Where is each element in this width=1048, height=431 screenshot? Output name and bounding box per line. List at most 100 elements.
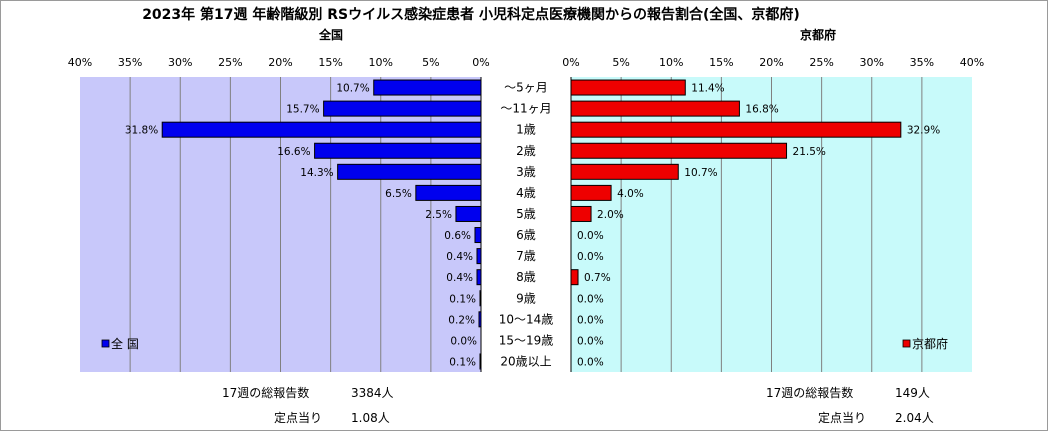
chart-title: 2023年 第17週 年齢階級別 RSウイルス感染症患者 小児科定点医療機関から… [142, 6, 800, 23]
legend-right: 京都府 [902, 336, 948, 351]
right-x-tick-label: 25% [809, 56, 833, 69]
left-value-label: 10.7% [336, 83, 369, 95]
age-category-label: 4歳 [516, 186, 536, 200]
right-value-label: 4.0% [617, 188, 644, 200]
footer-right-per-site-label: 定点当り [818, 410, 866, 425]
left-bar [474, 227, 482, 244]
left-value-label: 0.1% [449, 356, 476, 368]
age-category-label: 20歳以上 [500, 354, 551, 368]
right-bar [570, 269, 579, 286]
right-value-label: 10.7% [684, 167, 717, 179]
left-x-tick-label: 0% [472, 56, 489, 69]
age-category-label: 6歳 [516, 228, 536, 242]
age-category-label: 5歳 [516, 207, 536, 221]
left-value-label: 0.6% [444, 230, 471, 242]
left-value-label: 31.8% [125, 125, 158, 137]
right-value-label: 0.0% [577, 251, 604, 263]
left-value-label: 14.3% [300, 167, 333, 179]
legend-left: 全 国 [101, 336, 139, 351]
age-category-label: 2歳 [516, 144, 536, 158]
left-value-label: 6.5% [385, 188, 412, 200]
left-x-tick-label: 20% [268, 56, 292, 69]
right-bar [570, 100, 740, 117]
right-bar [570, 79, 686, 96]
left-value-label: 16.6% [277, 146, 310, 158]
legend-left-label: 全 国 [111, 336, 139, 351]
footer-left: 17週の総報告数 3384人 定点当り 1.08人 [222, 385, 394, 425]
left-panel-heading: 全国 [318, 27, 343, 42]
right-bar [570, 163, 679, 180]
left-bar [479, 353, 482, 370]
footer-left-reports-label: 17週の総報告数 [222, 385, 309, 400]
age-category-label: 9歳 [516, 291, 536, 305]
legend-right-label: 京都府 [912, 336, 948, 351]
right-bar [570, 205, 592, 222]
age-category-label: ～5ヶ月 [504, 81, 548, 95]
legend-left-swatch [101, 339, 110, 348]
footer-left-per-site-value: 1.08人 [351, 411, 390, 425]
left-value-label: 0.4% [446, 251, 473, 263]
right-value-label: 0.0% [577, 293, 604, 305]
left-bar [479, 290, 482, 307]
right-value-label: 0.0% [577, 356, 604, 368]
left-x-tick-label: 30% [168, 56, 192, 69]
left-bar [455, 205, 482, 222]
footer-right-reports-label: 17週の総報告数 [766, 385, 853, 400]
left-x-tick-label: 25% [218, 56, 242, 69]
right-x-tick-label: 15% [709, 56, 733, 69]
right-value-label: 32.9% [907, 125, 940, 137]
left-value-label: 0.2% [448, 314, 475, 326]
age-category-label: 3歳 [516, 165, 536, 179]
footer-left-reports-value: 3384人 [351, 386, 394, 400]
right-value-label: 11.4% [691, 83, 724, 95]
right-bar [570, 142, 788, 159]
right-x-tick-label: 10% [659, 56, 683, 69]
left-value-label: 15.7% [286, 104, 319, 116]
right-value-label: 21.5% [793, 146, 826, 158]
left-x-tick-label: 5% [422, 56, 439, 69]
right-value-label: 0.0% [577, 230, 604, 242]
age-category-label: ～11ヶ月 [500, 102, 551, 116]
left-bar [478, 311, 482, 328]
right-panel-heading: 京都府 [800, 27, 836, 42]
age-category-label: 1歳 [516, 123, 536, 137]
right-value-label: 16.8% [745, 104, 778, 116]
legend-right-swatch [902, 339, 911, 348]
left-value-label: 2.5% [425, 209, 452, 221]
right-x-tick-label: 5% [612, 56, 629, 69]
age-category-label: 10～14歳 [499, 312, 554, 326]
left-value-label: 0.1% [449, 293, 476, 305]
left-value-label: 0.0% [450, 335, 477, 347]
left-value-label: 0.4% [446, 272, 473, 284]
right-x-tick-label: 0% [562, 56, 579, 69]
footer-left-per-site-label: 定点当り [274, 410, 322, 425]
left-x-tick-label: 35% [118, 56, 142, 69]
left-bar [415, 184, 482, 201]
left-bar [476, 269, 482, 286]
right-x-tick-label: 20% [759, 56, 783, 69]
right-value-label: 2.0% [597, 209, 624, 221]
footer-right-reports-value: 149人 [895, 386, 930, 400]
footer-right-per-site-value: 2.04人 [895, 411, 934, 425]
right-x-tick-label: 35% [910, 56, 934, 69]
right-value-label: 0.7% [584, 272, 611, 284]
left-x-tick-label: 15% [318, 56, 342, 69]
right-bar [570, 121, 902, 138]
left-bar [314, 142, 482, 159]
left-x-tick-label: 10% [369, 56, 393, 69]
age-category-label: 15～19歳 [499, 333, 554, 347]
right-bar [570, 184, 612, 201]
right-x-tick-label: 30% [860, 56, 884, 69]
right-value-label: 0.0% [577, 314, 604, 326]
left-bar [476, 248, 482, 265]
left-x-tick-label: 40% [68, 56, 92, 69]
left-bar [161, 121, 482, 138]
age-category-label: 7歳 [516, 249, 536, 263]
age-category-label: 8歳 [516, 270, 536, 284]
footer-right: 17週の総報告数 149人 定点当り 2.04人 [766, 385, 934, 425]
right-x-tick-label: 40% [960, 56, 984, 69]
left-bar [323, 100, 482, 117]
right-value-label: 0.0% [577, 335, 604, 347]
left-bar [373, 79, 482, 96]
